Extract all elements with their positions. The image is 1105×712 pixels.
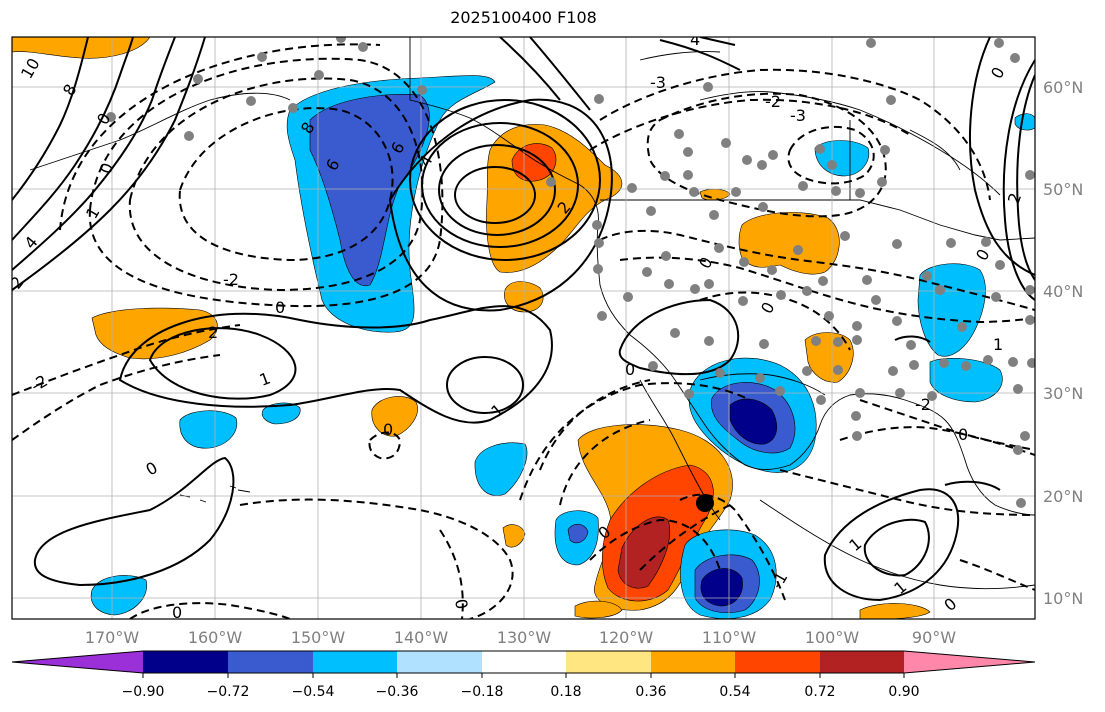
lon-label: 130°W [497,628,552,647]
colorbar-segment [566,651,651,673]
svg-text:-3: -3 [650,73,666,92]
svg-text:0: 0 [625,360,635,379]
lon-label: 160°W [188,628,243,647]
colorbar: −0.90 −0.72 −0.54 −0.36 −0.18 0.18 0.36 … [11,650,1036,700]
svg-text:-2: -2 [765,92,781,111]
colorbar-tick-label: −0.36 [376,684,419,700]
lon-label: 140°W [394,628,449,647]
map-frame [11,36,1036,620]
colorbar-segment [12,651,143,673]
colorbar-tick-label: 0.90 [888,684,919,700]
colorbar-segment [651,651,735,673]
colorbar-segment [735,651,820,673]
colorbar-segment [143,651,228,673]
colorbar-tick-label: −0.90 [122,684,165,700]
svg-text:2: 2 [208,323,218,342]
svg-text:0: 0 [451,597,471,610]
colorbar-segment [904,651,1035,673]
lat-label: 40°N [1043,282,1083,301]
lat-axis: 60°N 50°N 40°N 30°N 20°N 10°N [1043,78,1083,608]
contours-dashed [12,43,1035,619]
svg-text:1: 1 [993,335,1003,354]
svg-text:4: 4 [690,30,700,49]
colorbar-tick-label: 0.36 [635,684,666,700]
svg-text:-3: -3 [790,106,806,125]
svg-text:0: 0 [383,420,393,439]
svg-text:0: 0 [172,603,182,622]
svg-text:-2: -2 [223,270,239,289]
colorbar-tick-label: 0.72 [804,684,835,700]
colorbar-segment [228,651,313,673]
lat-label: 50°N [1043,180,1083,199]
svg-text:0: 0 [275,298,285,317]
lat-label: 60°N [1043,78,1083,97]
colorbar-segment [820,651,904,673]
colorbar-segment [482,651,566,673]
colorbar-tick-label: −0.54 [292,684,335,700]
lon-label: 100°W [805,628,860,647]
colorbar-tick-label: 0.54 [719,684,750,700]
contours-solid [12,37,1035,602]
svg-text:-2: -2 [915,395,931,414]
storm-center-marker [696,494,714,512]
lon-label: 150°W [291,628,346,647]
colorbar-tick-label: 0.18 [550,684,581,700]
lat-label: 20°N [1043,487,1083,506]
lon-axis: 170°W 160°W 150°W 140°W 130°W 120°W 110°… [85,628,956,647]
colorbar-tick-label: −0.18 [461,684,504,700]
lon-label: 170°W [85,628,140,647]
lat-label: 10°N [1043,589,1083,608]
colorbar-segment [313,651,397,673]
lon-label: 90°W [912,628,956,647]
map-title: 2025100400 F108 [450,8,597,27]
colorbar-segment [397,651,482,673]
colorbar-tick-label: −0.72 [207,684,250,700]
station-dots [106,37,1035,508]
lon-label: 110°W [702,628,757,647]
svg-text:0: 0 [958,425,968,444]
lat-label: 30°N [1043,384,1083,403]
lon-label: 120°W [599,628,654,647]
